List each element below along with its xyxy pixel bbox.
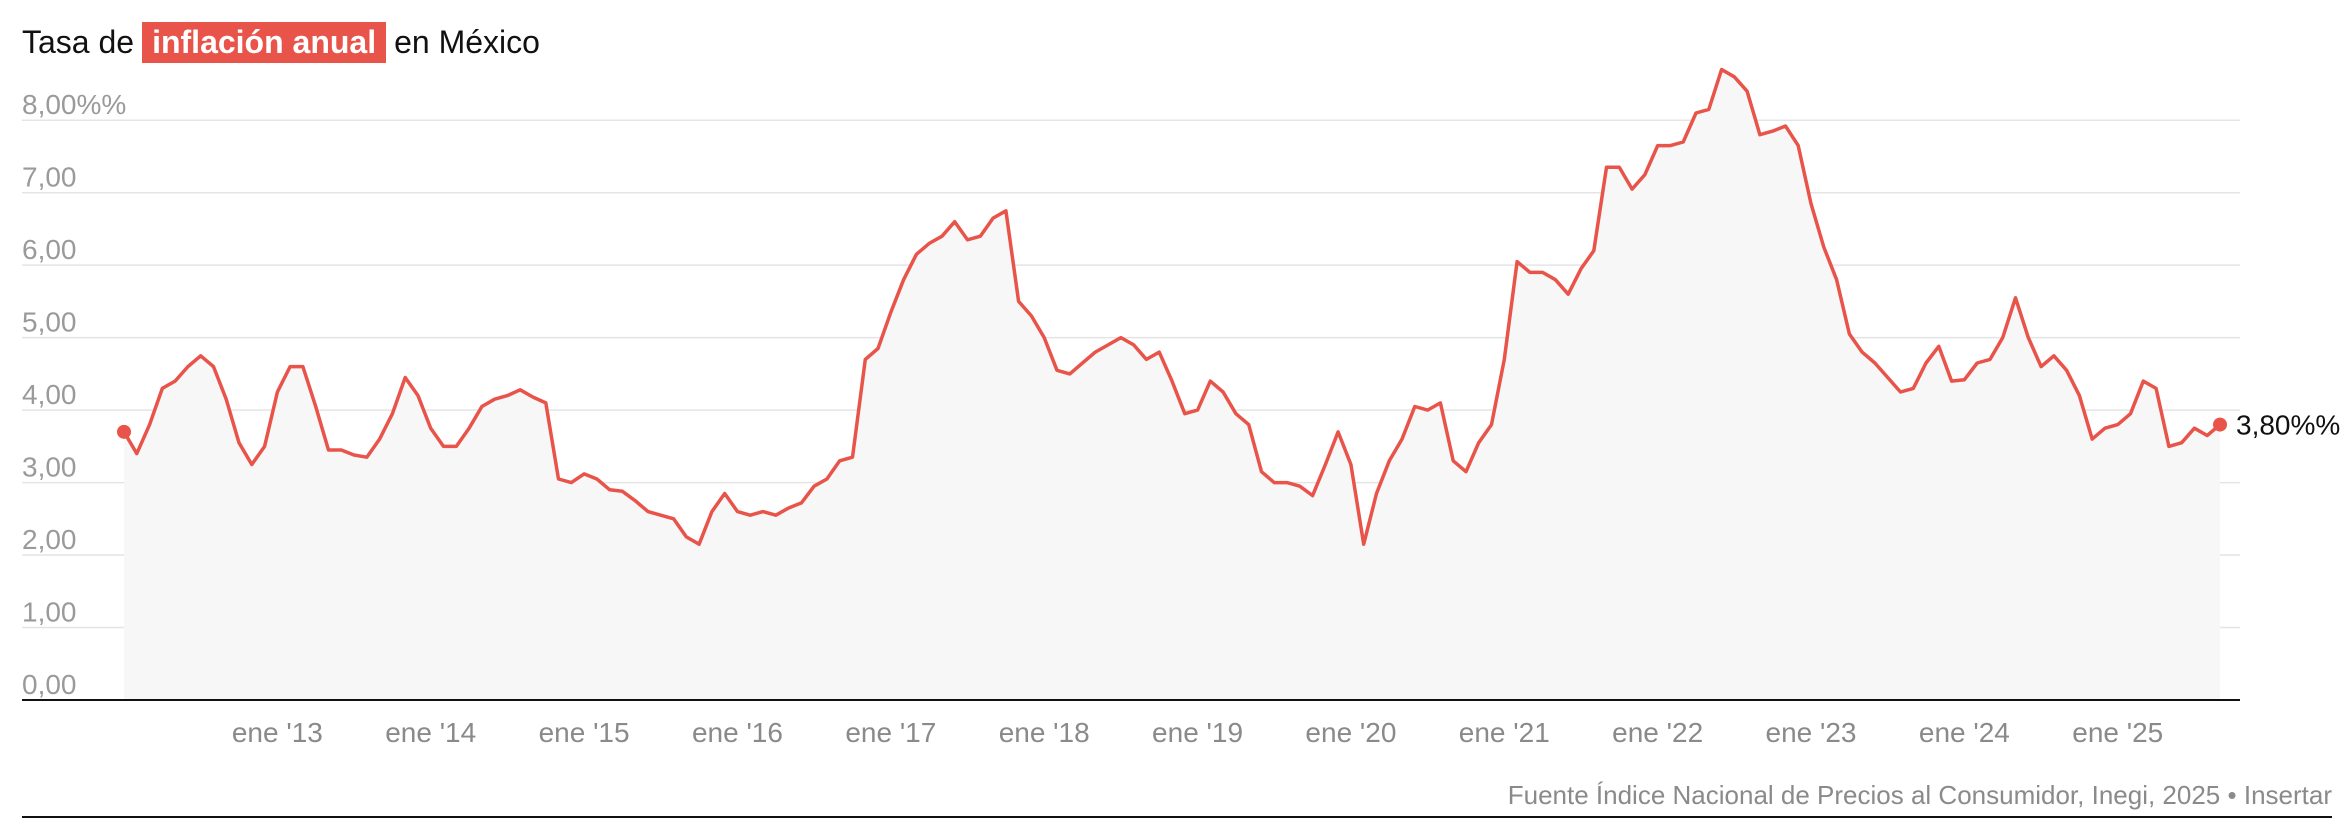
y-tick-label: 4,00 xyxy=(22,379,77,410)
y-tick-label: 3,00 xyxy=(22,452,77,483)
x-tick-label: ene '13 xyxy=(232,717,323,748)
x-tick-label: ene '23 xyxy=(1766,717,1857,748)
y-tick-label: 6,00 xyxy=(22,234,77,265)
x-tick-label: ene '25 xyxy=(2072,717,2163,748)
title-prefix: Tasa de xyxy=(22,24,135,60)
y-tick-label: 1,00 xyxy=(22,597,77,628)
end-value-label: 3,80%% xyxy=(2236,410,2340,441)
chart-title: Tasa de inflación anual en México xyxy=(22,22,540,63)
x-tick-label: ene '24 xyxy=(1919,717,2010,748)
y-tick-label: 7,00 xyxy=(22,162,77,193)
source-text: Fuente Índice Nacional de Precios al Con… xyxy=(1507,780,2221,810)
x-tick-label: ene '19 xyxy=(1152,717,1243,748)
end-point xyxy=(2213,417,2227,432)
x-tick-label: ene '21 xyxy=(1459,717,1550,748)
x-tick-label: ene '18 xyxy=(999,717,1090,748)
x-tick-label: ene '20 xyxy=(1305,717,1396,748)
y-tick-label: 5,00 xyxy=(22,307,77,338)
x-tick-label: ene '15 xyxy=(539,717,630,748)
y-tick-label: 0,00 xyxy=(22,669,77,700)
series-line xyxy=(122,67,2222,546)
y-tick-label: 2,00 xyxy=(22,524,77,555)
title-suffix: en México xyxy=(394,24,540,60)
separator-dot: • xyxy=(2227,780,2244,810)
x-tick-label: ene '22 xyxy=(1612,717,1703,748)
x-tick-label: ene '16 xyxy=(692,717,783,748)
title-highlight: inflación anual xyxy=(142,22,387,63)
source-line: Fuente Índice Nacional de Precios al Con… xyxy=(1508,780,2332,811)
start-point xyxy=(117,424,131,439)
insert-link[interactable]: Insertar xyxy=(2243,780,2332,810)
x-tick-label: ene '14 xyxy=(385,717,476,748)
bottom-rule xyxy=(22,816,2332,818)
x-tick-label: ene '17 xyxy=(845,717,936,748)
y-tick-label: 8,00%% xyxy=(22,89,126,120)
